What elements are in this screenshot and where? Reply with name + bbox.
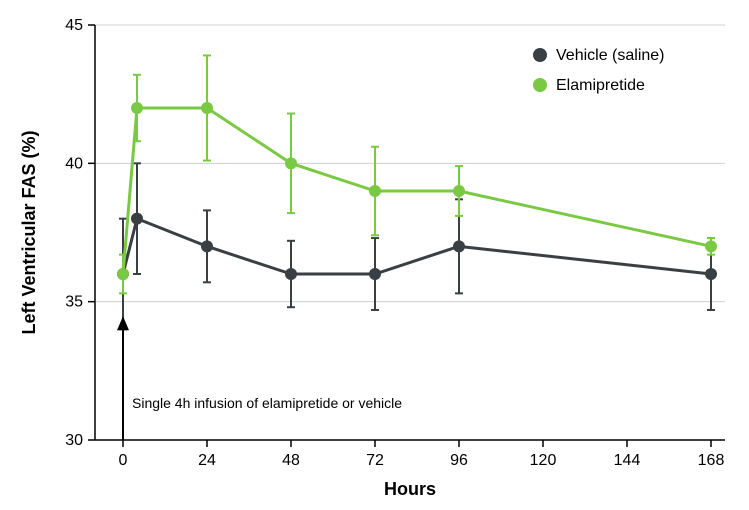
- legend-label: Elamipretide: [556, 77, 645, 94]
- y-axis-label: Left Ventricular FAS (%): [19, 130, 39, 334]
- legend-label: Vehicle (saline): [556, 47, 665, 64]
- x-tick-label: 0: [119, 452, 128, 469]
- x-tick-label: 144: [614, 452, 641, 469]
- annotation-text: Single 4h infusion of elamipretide or ve…: [132, 395, 402, 411]
- data-point: [705, 268, 717, 280]
- legend-marker: [533, 48, 547, 62]
- data-point: [131, 102, 143, 114]
- data-point: [131, 213, 143, 225]
- data-point: [369, 268, 381, 280]
- x-tick-label: 96: [450, 452, 468, 469]
- x-axis-label: Hours: [384, 479, 436, 499]
- x-tick-label: 120: [530, 452, 557, 469]
- data-point: [285, 157, 297, 169]
- data-point: [201, 102, 213, 114]
- x-tick-label: 24: [198, 452, 216, 469]
- data-point: [201, 240, 213, 252]
- data-point: [369, 185, 381, 197]
- y-tick-label: 30: [65, 432, 83, 449]
- data-point: [285, 268, 297, 280]
- data-point: [453, 240, 465, 252]
- data-point: [117, 268, 129, 280]
- x-tick-label: 72: [366, 452, 384, 469]
- x-tick-label: 168: [698, 452, 725, 469]
- y-tick-label: 45: [65, 17, 83, 34]
- x-tick-label: 48: [282, 452, 300, 469]
- y-tick-label: 35: [65, 294, 83, 311]
- line-chart: 30 35 40 45 0 24 48 72 96 120 144 168 Hours Left Vent…: [0, 0, 749, 510]
- y-tick-label: 40: [65, 155, 83, 172]
- data-point: [453, 185, 465, 197]
- legend-marker: [533, 78, 547, 92]
- data-point: [705, 240, 717, 252]
